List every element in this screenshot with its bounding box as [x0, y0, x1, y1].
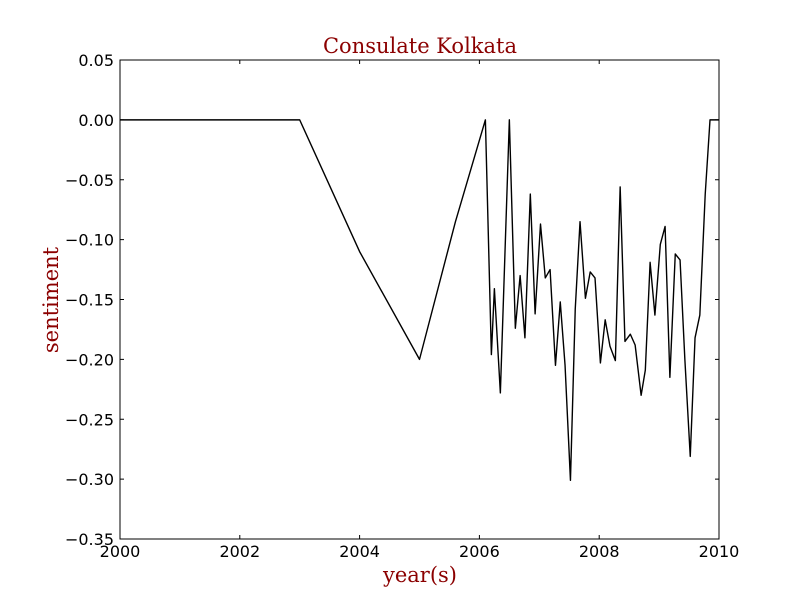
y-tick-label: 0.05	[78, 51, 114, 70]
y-axis-label: sentiment	[39, 246, 63, 353]
y-tick-label: 0.00	[78, 111, 114, 130]
x-tick-label: 2006	[459, 542, 500, 561]
y-tick-label: −0.15	[65, 291, 114, 310]
y-tick-label: −0.05	[65, 171, 114, 190]
plot-area: 2000 2002 2004 2006 2008 2010 0.05 0.00 −0.05 −0.…	[65, 51, 739, 561]
x-tick-label: 2008	[579, 542, 620, 561]
x-tick-label: 2002	[219, 542, 260, 561]
y-tick-label: −0.30	[65, 470, 114, 489]
y-tick-label: −0.25	[65, 410, 114, 429]
series-line-0	[120, 119, 719, 482]
y-tick-label: −0.35	[65, 530, 114, 549]
y-tick-label: −0.10	[65, 231, 114, 250]
x-tick-label: 2004	[339, 542, 380, 561]
x-tick-label: 2000	[100, 542, 141, 561]
y-tick-label: −0.20	[65, 350, 114, 369]
chart-title: Consulate Kolkata	[323, 34, 517, 58]
x-axis-label: year(s)	[382, 563, 457, 587]
x-tick-label: 2010	[699, 542, 740, 561]
